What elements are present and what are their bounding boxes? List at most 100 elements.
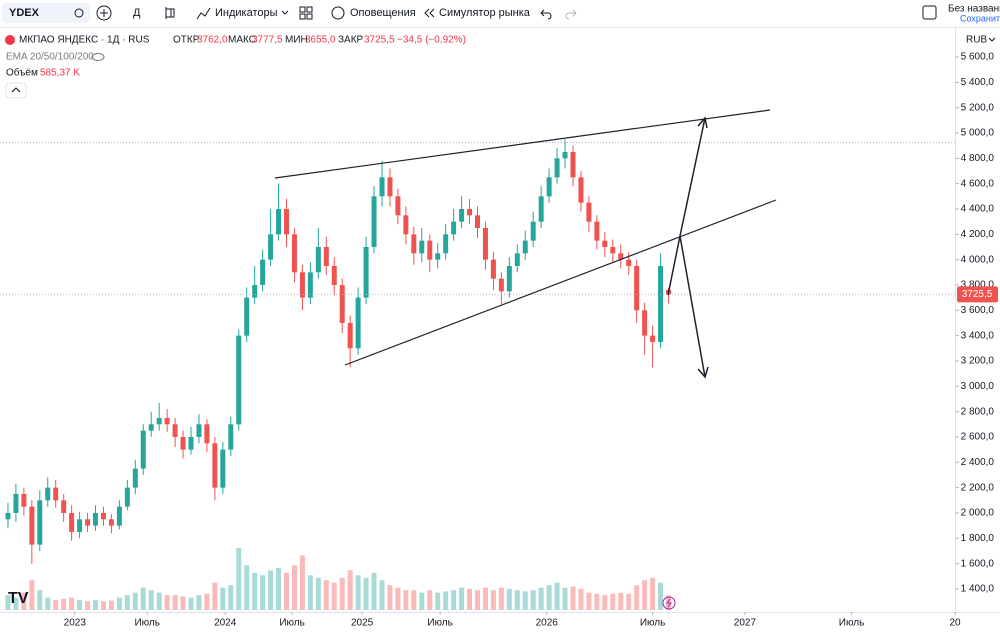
- candle-body: [594, 221, 600, 241]
- candle-body: [570, 151, 576, 178]
- candle-body: [13, 493, 19, 513]
- candle-body: [236, 335, 242, 425]
- candle-body: [538, 196, 544, 222]
- y-tick-label: 4 200,0: [961, 229, 995, 240]
- candle-body: [204, 424, 210, 444]
- layout-name[interactable]: Без названия: [948, 4, 1000, 15]
- candle-body: [626, 259, 632, 266]
- alerts-button[interactable]: Оповещения: [350, 7, 416, 19]
- x-tick-label: Июль: [640, 618, 666, 629]
- candle-body: [315, 246, 321, 273]
- toolbar: [0, 0, 1000, 27]
- volume-bar: [284, 572, 289, 610]
- drawings[interactable]: [274, 109, 777, 379]
- symbol-icon[interactable]: [74, 8, 84, 18]
- y-tick-label: 3 000,0: [961, 381, 995, 392]
- y-tick-label: 2 400,0: [961, 457, 995, 468]
- save-button[interactable]: Сохранить: [960, 13, 1000, 23]
- redo-button[interactable]: [565, 9, 577, 20]
- trend-line[interactable]: [274, 109, 771, 179]
- volume-bar: [220, 587, 226, 610]
- volume-bar: [339, 577, 345, 610]
- candle-body: [323, 246, 329, 266]
- volume-bar: [323, 580, 329, 610]
- candle-body: [443, 234, 449, 254]
- layout-checkbox[interactable]: [922, 5, 937, 20]
- volume-bar: [100, 601, 106, 610]
- candle-body: [108, 519, 114, 526]
- volume-bar: [586, 592, 592, 610]
- volume-bar: [85, 601, 91, 610]
- layouts-button[interactable]: [299, 6, 313, 20]
- interval-button[interactable]: Д: [133, 7, 141, 19]
- volume-bar: [180, 596, 186, 610]
- y-tick-label: 4 600,0: [961, 178, 995, 189]
- volume-bar: [108, 600, 114, 610]
- volume-bar: [307, 575, 313, 610]
- volume-bar: [268, 570, 274, 610]
- volume-bar: [594, 593, 600, 610]
- trend-line[interactable]: [344, 199, 777, 366]
- tradingview-logo[interactable]: TV: [8, 590, 29, 607]
- symbol-search[interactable]: [2, 3, 90, 23]
- candle-body: [124, 487, 130, 507]
- candle-body: [347, 322, 353, 349]
- symbol-title: МКПАО ЯНДЕКС · 1Д · RUS: [19, 35, 150, 46]
- volume-bar: [634, 585, 640, 610]
- y-tick-label: 2 800,0: [961, 406, 995, 417]
- indicators-icon: [196, 7, 211, 20]
- y-tick-label: 3 400,0: [961, 330, 995, 341]
- candle-body: [546, 177, 552, 197]
- volume-bar: [403, 590, 409, 610]
- indicators-button[interactable]: Индикаторы: [215, 7, 278, 19]
- candle-body: [228, 424, 234, 450]
- candle-body: [395, 196, 401, 216]
- candle-body: [252, 284, 258, 298]
- candle-body: [514, 253, 520, 266]
- volume-bar: [459, 587, 465, 610]
- volume-bar: [602, 595, 608, 610]
- currency-caret: [988, 37, 996, 42]
- volume-bar: [419, 592, 425, 610]
- candle-body: [100, 512, 106, 520]
- collapse-legend-button[interactable]: [5, 82, 27, 99]
- ema-indicator[interactable]: EMA 20/50/100/200: [6, 52, 94, 63]
- candle-body: [419, 240, 425, 254]
- y-tick-label: 3 600,0: [961, 305, 995, 316]
- candle-body: [291, 234, 297, 273]
- candle-body: [578, 177, 584, 203]
- volume-bar: [514, 590, 520, 610]
- replay-button[interactable]: Симулятор рынка: [439, 7, 531, 19]
- events-icon[interactable]: [662, 596, 676, 610]
- low-label: МИН: [285, 35, 308, 46]
- close-value: 3725,5: [364, 35, 395, 46]
- open-value: 3762,0: [197, 35, 228, 46]
- volume-bar: [490, 590, 496, 610]
- candle-body: [53, 487, 59, 501]
- arrow-up[interactable]: [679, 117, 706, 237]
- last-price-box: [957, 286, 998, 303]
- arrow-down[interactable]: [679, 235, 706, 378]
- undo-button[interactable]: [540, 9, 552, 20]
- volume-bar: [164, 595, 170, 610]
- candle-body: [586, 202, 592, 222]
- volume-bar: [482, 587, 488, 610]
- arrow-line[interactable]: [667, 235, 681, 296]
- candle-body: [435, 253, 441, 260]
- arrow-head: [697, 116, 708, 129]
- alert-icon: [331, 6, 345, 20]
- volume-bar: [156, 592, 162, 610]
- compare-button[interactable]: [96, 5, 112, 21]
- candle-body: [387, 177, 393, 197]
- symbol[interactable]: YDEX: [9, 7, 40, 19]
- volume-bar: [506, 588, 512, 610]
- volume-bar: [53, 600, 59, 610]
- visibility-icon[interactable]: [91, 53, 105, 61]
- candle-body: [530, 221, 536, 241]
- volume-bar: [562, 587, 568, 610]
- candle-body: [522, 240, 528, 254]
- candle-body: [196, 424, 202, 437]
- volume-bar: [13, 597, 19, 610]
